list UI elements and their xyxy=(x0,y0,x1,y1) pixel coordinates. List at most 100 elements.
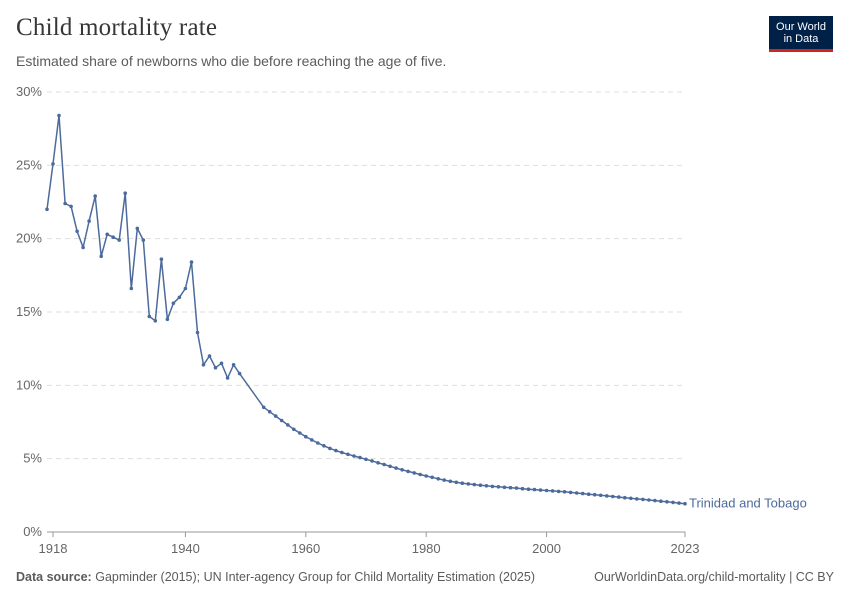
data-point xyxy=(364,457,368,462)
data-point xyxy=(466,482,471,486)
data-point xyxy=(346,452,350,457)
data-point xyxy=(544,488,549,493)
data-point xyxy=(370,459,374,463)
data-point xyxy=(502,485,507,490)
data-point xyxy=(659,499,663,504)
data-point xyxy=(629,496,633,501)
y-tick-label: 25% xyxy=(16,157,42,172)
data-point xyxy=(195,330,200,335)
data-point xyxy=(298,431,302,435)
data-point xyxy=(647,498,651,502)
y-tick-label: 10% xyxy=(16,377,42,392)
data-point xyxy=(111,235,115,239)
data-point xyxy=(592,492,597,497)
data-point xyxy=(177,295,182,300)
data-point xyxy=(442,478,447,482)
x-tick-label: 1980 xyxy=(412,541,441,556)
data-point xyxy=(183,286,188,291)
data-point xyxy=(430,475,435,480)
data-point xyxy=(388,464,392,469)
data-point xyxy=(556,489,561,494)
series-line xyxy=(46,114,686,505)
data-point xyxy=(382,462,386,467)
y-tick-label: 0% xyxy=(23,524,42,539)
chart-subtitle: Estimated share of newborns who die befo… xyxy=(16,53,447,69)
data-point xyxy=(99,254,103,259)
data-point xyxy=(87,219,91,223)
data-point xyxy=(147,314,152,319)
data-point xyxy=(436,477,441,481)
data-point xyxy=(237,371,242,376)
data-point xyxy=(63,201,67,206)
data-point xyxy=(605,494,609,498)
data-point xyxy=(201,363,206,367)
data-point xyxy=(310,438,314,442)
line-chart: 0% 5% 10% 15% 20% 25% 30% 1918 1940 1960 1980 2000 2… xyxy=(16,84,807,556)
data-point xyxy=(328,446,332,451)
logo-line-2: in Data xyxy=(783,33,819,45)
data-point xyxy=(677,501,681,505)
data-point xyxy=(484,484,489,488)
data-point xyxy=(273,414,278,418)
data-point xyxy=(352,454,356,458)
data-point xyxy=(611,494,615,499)
data-point xyxy=(394,466,398,470)
data-point xyxy=(496,485,501,489)
gridlines xyxy=(47,91,685,460)
series-label: Trinidad and Tobago xyxy=(689,496,807,511)
data-point xyxy=(51,162,55,166)
data-point xyxy=(129,286,134,291)
x-tick-label: 1960 xyxy=(291,541,320,556)
data-point xyxy=(189,260,194,264)
data-point xyxy=(316,441,320,445)
data-point xyxy=(117,238,121,242)
data-point xyxy=(207,354,212,358)
data-point xyxy=(514,486,519,490)
data-point xyxy=(400,468,404,472)
data-point xyxy=(568,490,573,495)
data-point xyxy=(292,427,296,432)
x-tick-label: 2000 xyxy=(532,541,561,556)
data-point xyxy=(376,461,380,465)
series-layer: Trinidad and Tobago xyxy=(45,113,807,511)
data-point xyxy=(412,471,417,475)
footer-link[interactable]: OurWorldinData.org/child-mortality | CC … xyxy=(594,570,834,584)
data-point xyxy=(641,497,645,502)
data-point xyxy=(304,434,308,439)
y-tick-label: 5% xyxy=(23,451,42,466)
data-point xyxy=(225,376,230,380)
x-tick-label: 2023 xyxy=(671,541,700,556)
data-point xyxy=(286,423,290,427)
data-point xyxy=(653,498,657,503)
data-point xyxy=(279,418,284,423)
data-point xyxy=(231,363,236,367)
data-point xyxy=(671,500,675,505)
data-point xyxy=(580,491,585,496)
x-tick-label: 1918 xyxy=(39,541,68,556)
data-point xyxy=(490,484,495,489)
data-point xyxy=(159,257,164,262)
data-point xyxy=(358,455,362,460)
data-point xyxy=(153,319,158,323)
data-point xyxy=(460,481,465,486)
data-point xyxy=(340,450,344,455)
data-point xyxy=(165,317,170,322)
chart-title: Child mortality rate xyxy=(16,14,218,41)
y-tick-label: 30% xyxy=(16,84,42,99)
data-point xyxy=(141,238,146,242)
owid-logo[interactable]: Our World in Data xyxy=(769,16,833,52)
data-point xyxy=(57,113,61,118)
data-point xyxy=(683,501,687,506)
data-point xyxy=(472,482,477,487)
x-tick-label: 1940 xyxy=(171,541,200,556)
data-point xyxy=(562,490,567,494)
data-point xyxy=(508,485,513,490)
data-point xyxy=(322,444,326,448)
data-point xyxy=(81,245,85,250)
data-source: Data source: Gapminder (2015); UN Inter-… xyxy=(16,570,535,584)
data-point xyxy=(532,487,537,492)
data-point xyxy=(75,229,79,234)
data-point xyxy=(520,486,525,491)
data-point xyxy=(550,489,555,493)
data-point xyxy=(623,495,627,500)
